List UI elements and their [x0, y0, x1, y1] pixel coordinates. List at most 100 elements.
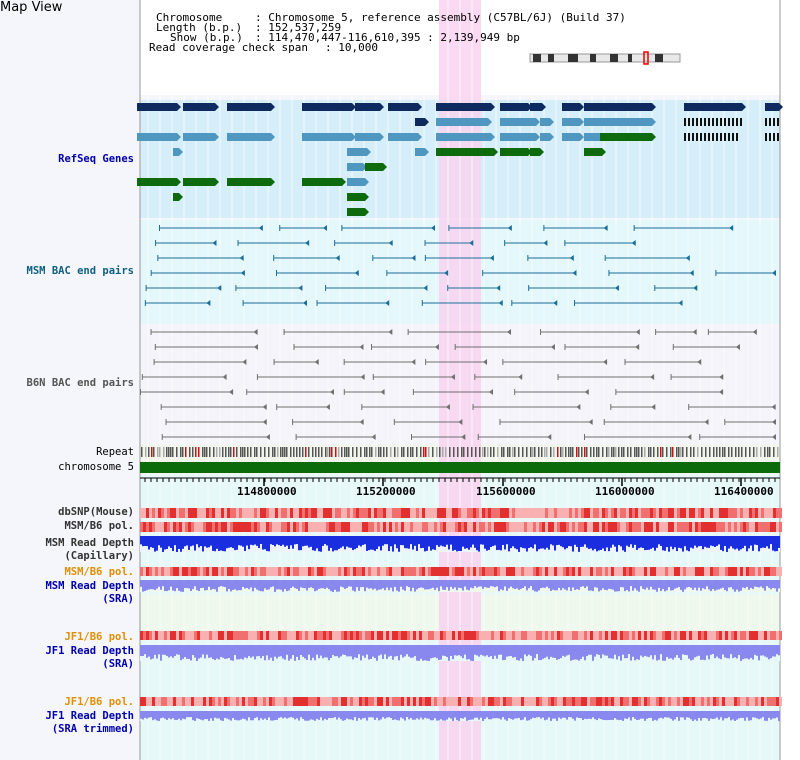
depth-bar: [508, 645, 510, 657]
pol-cell: [251, 697, 254, 706]
gene-arrow: [652, 133, 656, 141]
pol-cell: [665, 508, 668, 518]
pol-cell: [308, 697, 311, 706]
pol-cell: [641, 697, 644, 706]
depth-bar: [628, 711, 630, 718]
depth-bar: [540, 580, 542, 589]
depth-bar: [184, 536, 186, 547]
depth-bar: [274, 580, 276, 592]
depth-bar: [636, 536, 638, 550]
pol-cell: [263, 697, 266, 706]
pol-cell: [215, 697, 218, 706]
pol-cell: [533, 697, 536, 706]
pol-cell: [689, 508, 692, 518]
depth-bar: [310, 645, 312, 661]
depth-bar: [686, 536, 688, 551]
pol-cell: [479, 522, 482, 532]
pol-cell: [716, 697, 719, 706]
pol-cell: [374, 567, 377, 576]
bac-end-arrow: [253, 344, 258, 350]
depth-bar: [208, 580, 210, 587]
depth-bar: [634, 711, 636, 719]
depth-bar: [356, 645, 358, 658]
refseq-genes-label[interactable]: RefSeq Genes: [58, 153, 134, 165]
depth-bar: [662, 580, 664, 590]
b6n-bac-label[interactable]: B6N BAC end pairs: [26, 377, 134, 389]
depth-bar: [668, 645, 670, 659]
pol-cell: [698, 508, 701, 518]
depth-bar: [670, 536, 672, 547]
depth-bar: [612, 711, 614, 720]
depth-bar: [730, 645, 732, 655]
depth-bar: [402, 536, 404, 546]
depth-bar: [470, 536, 472, 548]
repeat-mark: [236, 447, 238, 457]
length-label: Length (b.p.): [156, 21, 243, 34]
pol-cell: [245, 508, 248, 518]
depth-bar: [236, 536, 238, 550]
depth-bar: [690, 580, 692, 588]
pol-cell: [518, 508, 521, 518]
repeat-mark: [509, 447, 511, 457]
pol-cell: [653, 567, 656, 576]
bac-end-arrow: [498, 300, 503, 306]
depth-bar: [464, 580, 466, 587]
exon-mark: [769, 118, 771, 126]
chromosome-label: Chromosome: [156, 11, 223, 24]
pol-cell: [248, 631, 251, 640]
depth-bar: [410, 711, 412, 718]
pol-cell: [275, 522, 278, 532]
depth-bar: [228, 536, 230, 548]
depth-bar: [234, 711, 236, 720]
depth-bar: [404, 580, 406, 591]
depth-bar: [600, 580, 602, 591]
depth-bar: [244, 711, 246, 720]
depth-bar: [366, 536, 368, 551]
repeat-mark: [206, 447, 208, 457]
pol-cell: [416, 567, 419, 576]
pol-cell: [494, 508, 497, 518]
depth-bar: [742, 536, 744, 549]
depth-bar: [424, 580, 426, 590]
pol-cell: [731, 508, 734, 518]
pol-cell: [473, 508, 476, 518]
pol-cell: [314, 567, 317, 576]
pol-cell: [632, 508, 635, 518]
bac-end-arrow: [354, 270, 359, 276]
repeat-label: Repeat: [96, 446, 134, 458]
depth-bar: [518, 580, 520, 590]
depth-bar: [250, 580, 252, 588]
depth-bar: [674, 711, 676, 720]
depth-bar: [308, 645, 310, 655]
pol-cell: [176, 567, 179, 576]
pol-cell: [449, 697, 452, 706]
depth-bar: [718, 645, 720, 659]
depth-bar: [312, 580, 314, 589]
depth-bar: [532, 645, 534, 661]
depth-bar: [656, 645, 658, 661]
pol-cell: [329, 522, 332, 532]
depth-bar: [662, 645, 664, 661]
depth-bar: [170, 645, 172, 657]
repeat-mark: [764, 447, 766, 457]
msm-bac-label[interactable]: MSM BAC end pairs: [26, 265, 134, 277]
pol-cell: [548, 508, 551, 518]
exon-mark: [704, 118, 706, 126]
pol-cell: [176, 697, 179, 706]
pol-cell: [707, 522, 710, 532]
pol-cell: [398, 508, 401, 518]
depth-bar: [208, 645, 210, 658]
pol-cell: [362, 508, 365, 518]
depth-bar: [350, 536, 352, 548]
pol-cell: [572, 508, 575, 518]
pol-cell: [647, 522, 650, 532]
pol-cell: [200, 508, 203, 518]
gene-bar: [562, 118, 580, 126]
depth-bar: [152, 536, 154, 548]
depth-bar: [536, 645, 538, 655]
depth-bar: [334, 536, 336, 551]
depth-bar: [724, 536, 726, 547]
bac-end-arrow: [572, 270, 577, 276]
pol-cell: [494, 697, 497, 706]
pol-cell: [335, 567, 338, 576]
